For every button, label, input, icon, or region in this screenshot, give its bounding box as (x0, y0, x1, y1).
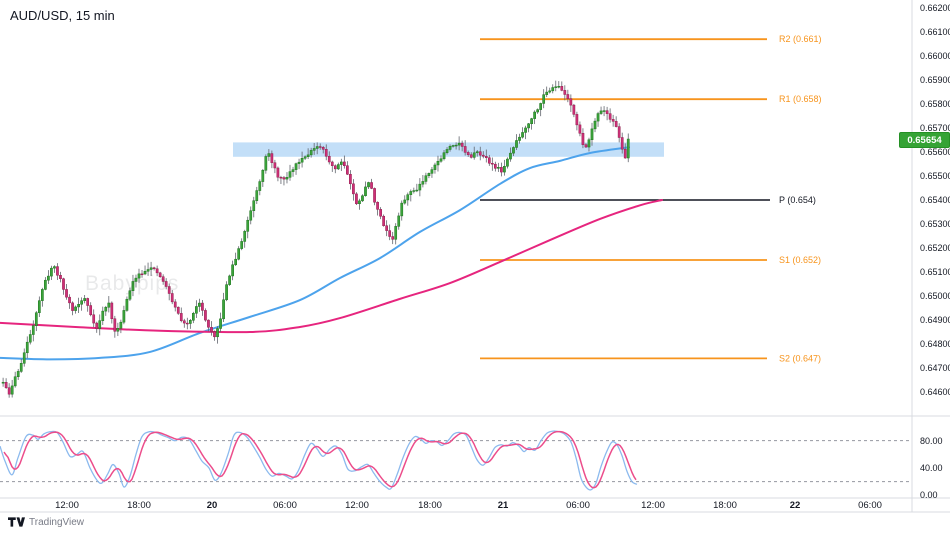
fast-ma-line (0, 146, 630, 361)
pivot-label: S2 (0.647) (779, 353, 821, 363)
slow-ma-line (0, 199, 663, 334)
tradingview-logo-text: TradingView (29, 516, 85, 528)
pivot-label: S1 (0.652) (779, 255, 821, 265)
pivot-label: P (0.654) (779, 195, 816, 205)
support-zone (233, 142, 664, 157)
price-pane[interactable]: R2 (0.661) R1 (0.658) P (0.654) S1 (0.652) S… (0, 34, 822, 398)
watermark: Babypips (85, 272, 180, 295)
stoch-d-line (3, 430, 637, 489)
stochastic-pane[interactable] (0, 430, 912, 491)
stoch-k-line (0, 430, 638, 491)
pivot-label: R1 (0.658) (779, 94, 822, 104)
symbol-title: AUD/USD, 15 min (10, 8, 115, 23)
tradingview-logo[interactable]: TradingView (8, 516, 84, 528)
tradingview-logo-icon (8, 517, 25, 527)
pivot-label: R2 (0.661) (779, 34, 822, 44)
candles (1, 80, 630, 398)
last-price-label: 0.65654 (899, 132, 950, 148)
